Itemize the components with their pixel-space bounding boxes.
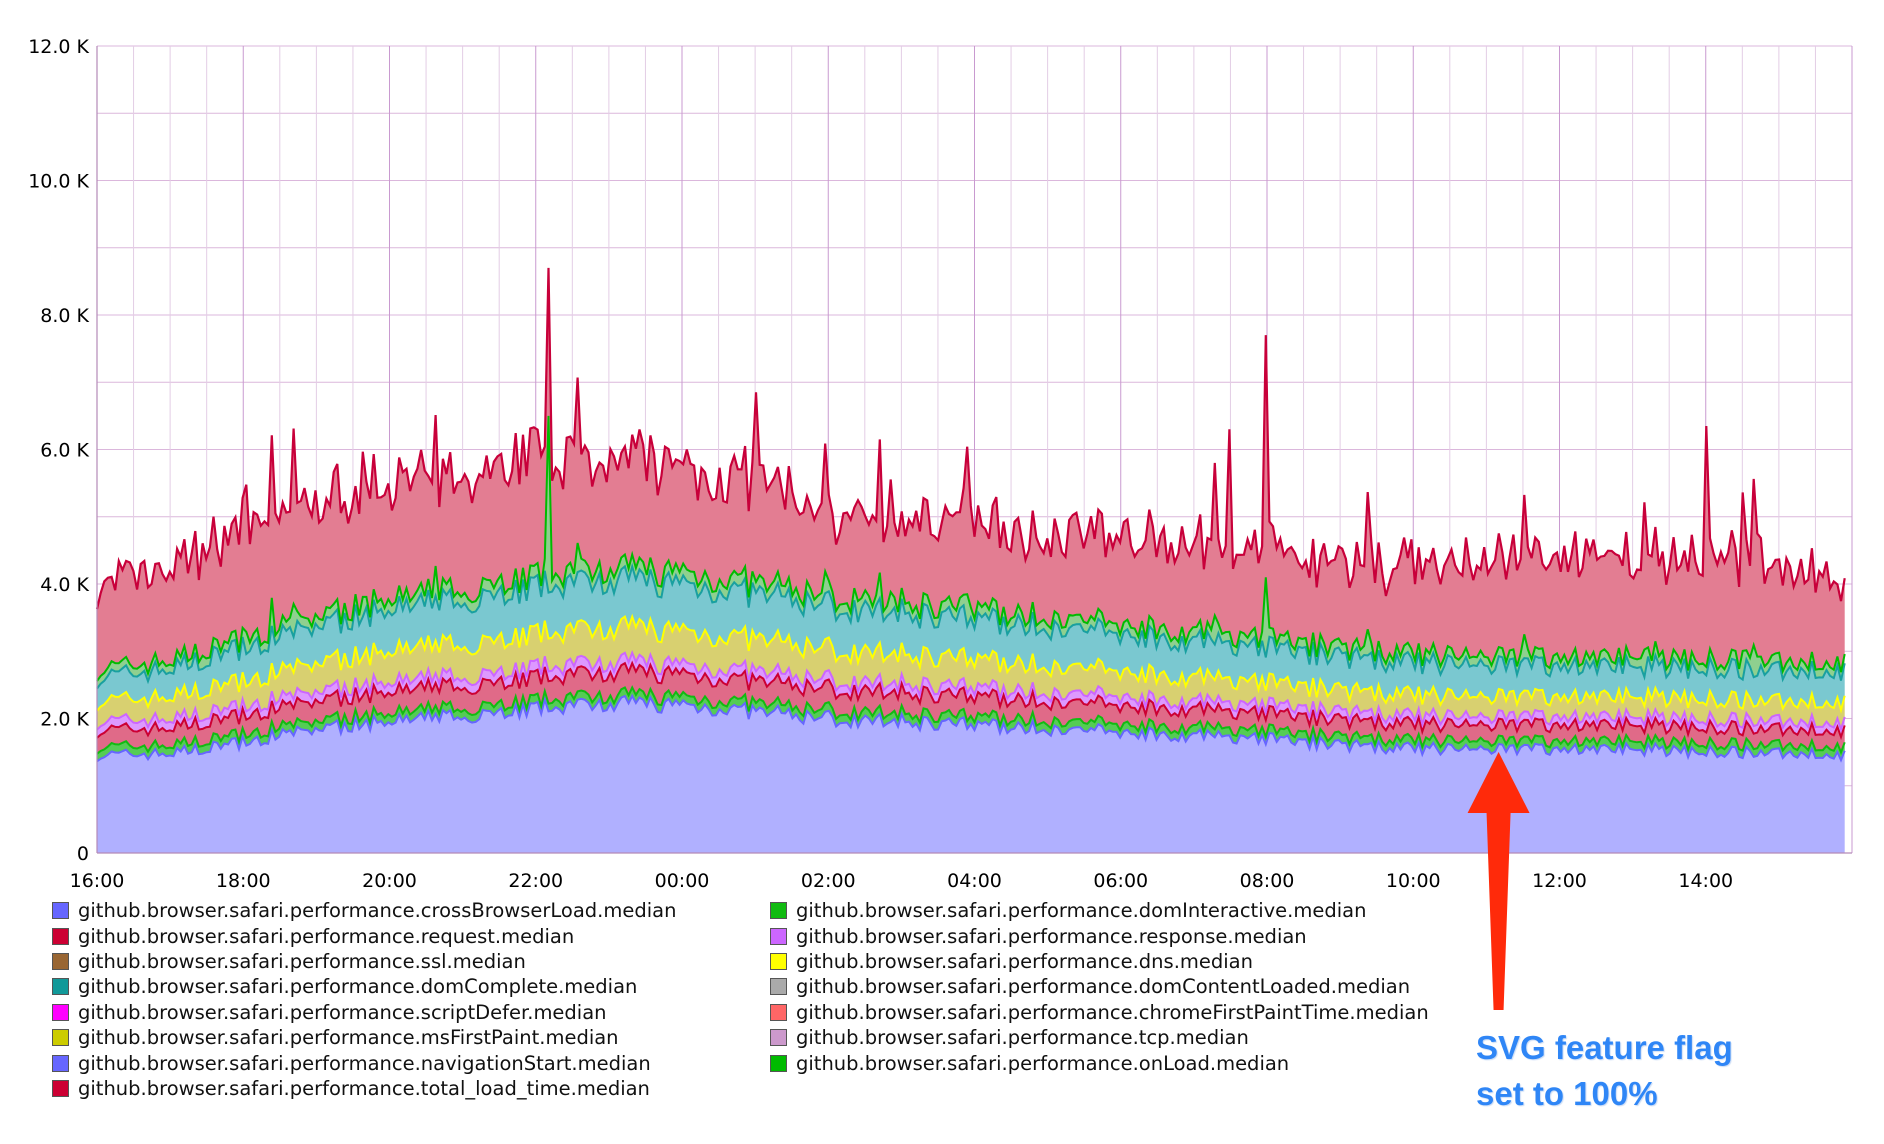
line-domComplete (96, 562, 1846, 690)
legend-label: github.browser.safari.performance.respon… (796, 924, 1307, 948)
area-request (97, 663, 1845, 754)
legend-item: github.browser.safari.performance.onLoad… (770, 1050, 1429, 1075)
red-arrow (1467, 752, 1530, 1010)
area-domComplete (97, 566, 1845, 711)
x-tick-label: 20:00 (362, 870, 417, 892)
line-domInteractive (96, 685, 1846, 756)
legend-label: github.browser.safari.performance.ssl.me… (78, 949, 526, 973)
x-tick-label: 16:00 (70, 870, 125, 892)
line-dns (96, 613, 1846, 714)
legend-swatch (52, 978, 69, 996)
legend-swatch (770, 902, 787, 920)
legend-label: github.browser.safari.performance.domCom… (78, 975, 638, 999)
legend-label: github.browser.safari.performance.crossB… (78, 899, 677, 923)
legend-item: github.browser.safari.performance.tcp.me… (770, 1025, 1429, 1050)
y-tick-label: 6.0 K (40, 440, 89, 462)
annotation-line-1: SVG feature flag (1476, 1029, 1733, 1066)
line-onLoad (96, 415, 1846, 682)
line-response (96, 649, 1846, 733)
legend-swatch (770, 978, 787, 996)
legend-label: github.browser.safari.performance.script… (78, 1000, 607, 1024)
x-tick-label: 06:00 (1093, 870, 1148, 892)
legend-item: github.browser.safari.performance.dns.me… (770, 949, 1429, 974)
legend-label: github.browser.safari.performance.naviga… (78, 1051, 651, 1075)
legend-item: github.browser.safari.performance.naviga… (52, 1050, 676, 1075)
x-tick-label: 10:00 (1386, 870, 1441, 892)
legend-label: github.browser.safari.performance.onLoad… (796, 1051, 1290, 1075)
legend-swatch (770, 1003, 787, 1021)
y-tick-label: 0 (77, 843, 89, 865)
y-tick-label: 2.0 K (40, 709, 89, 731)
series-lines (95, 267, 1846, 763)
legend-swatch (770, 952, 787, 970)
legend-swatch (52, 902, 69, 920)
x-tick-label: 02:00 (801, 870, 856, 892)
legend-label: github.browser.safari.performance.domInt… (796, 899, 1367, 923)
legend-item: github.browser.safari.performance.reques… (52, 923, 676, 948)
legend-label: github.browser.safari.performance.dns.me… (796, 949, 1253, 973)
legend-item: github.browser.safari.performance.crossB… (52, 898, 676, 923)
annotation-text: SVG feature flag set to 100% (1476, 1025, 1796, 1117)
line-request (96, 660, 1846, 741)
legend-label: github.browser.safari.performance.tcp.me… (796, 1026, 1249, 1050)
legend-swatch (52, 927, 69, 945)
legend-swatch (52, 1079, 69, 1097)
legend-item: github.browser.safari.performance.respon… (770, 923, 1429, 948)
x-tick-label: 14:00 (1678, 870, 1733, 892)
y-tick-label: 4.0 K (40, 574, 89, 596)
x-tick-label: 22:00 (508, 870, 563, 892)
legend-item: github.browser.safari.performance.chrome… (770, 1000, 1429, 1025)
legend-label: github.browser.safari.performance.total_… (78, 1076, 650, 1100)
axes: 0 2.0 K 4.0 K 6.0 K 8.0 K 10.0 K 12.0 K 16:00 18… (28, 36, 1852, 892)
x-tick-label: 08:00 (1240, 870, 1295, 892)
legend-swatch (52, 952, 69, 970)
legend-label: github.browser.safari.performance.chrome… (796, 1000, 1429, 1024)
legend-label: github.browser.safari.performance.msFirs… (78, 1026, 619, 1050)
legend-swatch (52, 1003, 69, 1021)
y-tick-label: 8.0 K (40, 305, 89, 327)
x-tick-label: 00:00 (655, 870, 710, 892)
line-total_load_time (95, 267, 1846, 610)
legend-swatch (770, 927, 787, 945)
legend-item: github.browser.safari.performance.total_… (52, 1076, 676, 1101)
annotation-line-2: set to 100% (1476, 1075, 1658, 1112)
x-tick-label: 04:00 (947, 870, 1002, 892)
legend-item: github.browser.safari.performance.domCom… (52, 974, 676, 999)
legend-swatch (52, 1029, 69, 1047)
legend-swatch (770, 1029, 787, 1047)
legend-swatch (770, 1054, 787, 1072)
legend-right-column: github.browser.safari.performance.domInt… (770, 898, 1429, 1076)
legend-item: github.browser.safari.performance.ssl.me… (52, 949, 676, 974)
area-dns (97, 616, 1845, 730)
x-tick-label: 12:00 (1532, 870, 1587, 892)
annotation-arrow (1467, 752, 1530, 1010)
area-total_load_time (97, 267, 1845, 682)
legend-label: github.browser.safari.performance.reques… (78, 924, 575, 948)
legend-label: github.browser.safari.performance.domCon… (796, 975, 1411, 999)
legend-left-column: github.browser.safari.performance.crossB… (52, 898, 676, 1101)
area-crossBrowserLoad (97, 695, 1845, 853)
legend-item: github.browser.safari.performance.msFirs… (52, 1025, 676, 1050)
line-crossBrowserLoad (96, 693, 1846, 763)
y-tick-label: 10.0 K (28, 171, 89, 193)
x-tick-label: 18:00 (216, 870, 271, 892)
legend-item: github.browser.safari.performance.domInt… (770, 898, 1429, 923)
legend-swatch (52, 1054, 69, 1072)
legend-item: github.browser.safari.performance.domCon… (770, 974, 1429, 999)
y-tick-label: 12.0 K (28, 36, 89, 58)
legend-item: github.browser.safari.performance.script… (52, 1000, 676, 1025)
